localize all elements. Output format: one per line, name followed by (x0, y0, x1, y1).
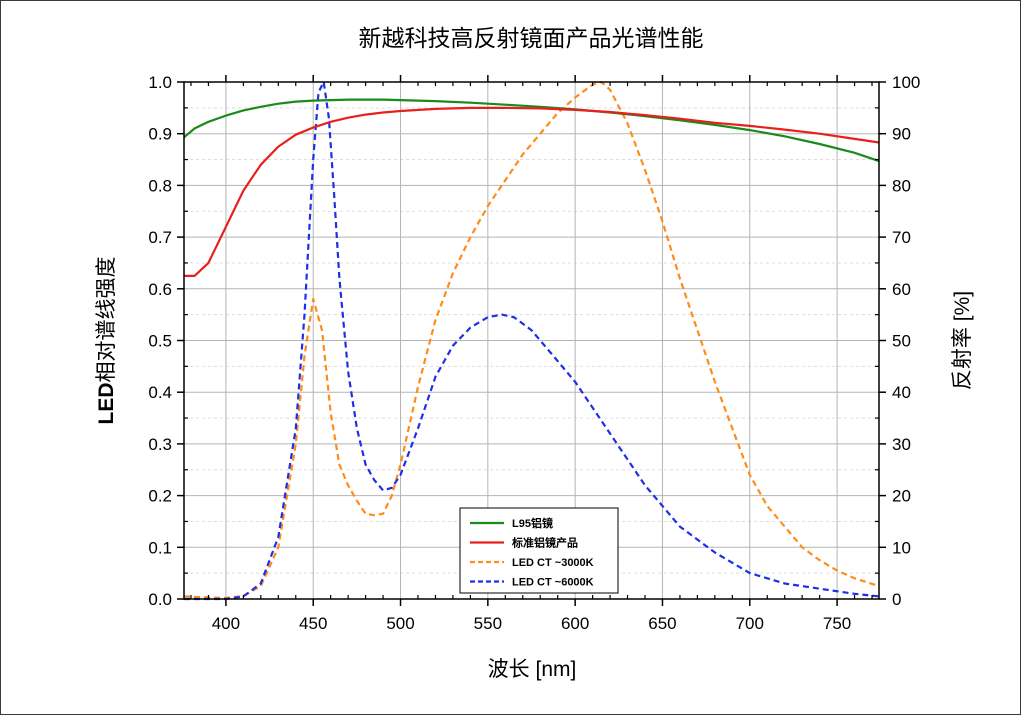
series-line-1 (183, 98, 880, 163)
series-line-3 (183, 80, 880, 600)
tick-labels: 0.0 00.1 100.2 200.3 300.4 400.5 500.6 600.7 700… (148, 73, 920, 633)
y-left-title-rest: 相对谱线强度 (95, 257, 118, 383)
y-left-tick-label: 1.0 (148, 73, 172, 92)
x-tick-label: 550 (474, 614, 502, 633)
legend-label: LED CT ~6000K (512, 577, 594, 589)
y-right-tick-label: 10 (892, 538, 911, 557)
y-left-tick-label: 0.5 (148, 332, 172, 351)
ticks (177, 75, 886, 606)
y-left-tick-label: 0.4 (148, 383, 172, 402)
y-right-tick-label: 40 (892, 383, 911, 402)
series-line-2 (184, 106, 880, 277)
x-tick-label: 600 (561, 614, 589, 633)
y-left-title-bold: LED (95, 383, 118, 425)
y-left-tick-label: 0.7 (148, 228, 172, 247)
y-right-tick-label: 30 (892, 435, 911, 454)
chart-title: 新越科技高反射镜面产品光谱性能 (359, 25, 704, 51)
x-tick-label: 450 (299, 614, 327, 633)
y-right-tick-label: 100 (892, 73, 920, 92)
legend-label: L95铝镜 (512, 516, 553, 530)
y-left-tick-label: 0.0 (148, 590, 172, 609)
y-right-tick-label: 60 (892, 280, 911, 299)
series-line-4 (184, 80, 880, 601)
y-right-tick-label: 90 (892, 125, 911, 144)
x-axis-title: 波长 [nm] (488, 658, 577, 681)
x-tick-label: 650 (648, 614, 676, 633)
y-left-tick-label: 0.3 (148, 435, 172, 454)
y-left-tick-label: 0.1 (148, 538, 172, 557)
y-right-tick-label: 20 (892, 487, 911, 506)
x-tick-label: 400 (212, 614, 240, 633)
y-right-tick-label: 80 (892, 176, 911, 195)
y-left-tick-label: 0.9 (148, 125, 172, 144)
y-left-tick-label: 0.6 (148, 280, 172, 299)
legend-label: 标准铝镜产品 (511, 536, 578, 550)
y-left-tick-label: 0.8 (148, 176, 172, 195)
y-left-tick-label: 0.2 (148, 487, 172, 506)
x-tick-label: 700 (736, 614, 764, 633)
series-group (183, 80, 880, 601)
y-right-tick-label: 50 (892, 332, 911, 351)
y-right-tick-label: 70 (892, 228, 911, 247)
x-tick-label: 500 (386, 614, 414, 633)
legend-label: LED CT ~3000K (512, 557, 594, 569)
y-right-axis-title: 反射率 [%] (951, 291, 974, 390)
x-tick-label: 750 (823, 614, 851, 633)
y-right-tick-label: 0 (892, 590, 901, 609)
y-left-axis-title: LED相对谱线强度 (95, 257, 118, 425)
